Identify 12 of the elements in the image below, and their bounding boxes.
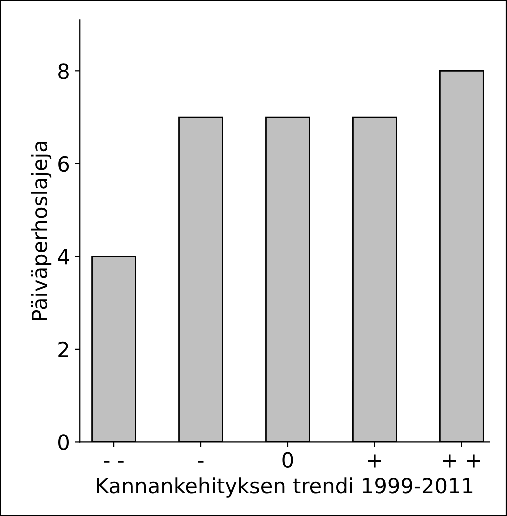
y-axis-title: Päiväperhoslajeja [31, 142, 52, 320]
y-tick-label: 8 [58, 64, 69, 80]
x-tick-label: 0 [282, 452, 294, 468]
x-tick-label: + + [443, 454, 480, 468]
x-tick-label: + [368, 454, 382, 468]
y-tick-label: 2 [58, 342, 68, 358]
x-tick-label: - - [104, 461, 124, 463]
x-tick-label: - [198, 461, 204, 463]
y-tick-label: 0 [58, 434, 69, 450]
y-tick-label: 6 [58, 156, 70, 172]
y-tick-label: 4 [58, 249, 70, 265]
x-axis-title: Kannankehityksen trendi 1999-2011 [97, 478, 473, 498]
